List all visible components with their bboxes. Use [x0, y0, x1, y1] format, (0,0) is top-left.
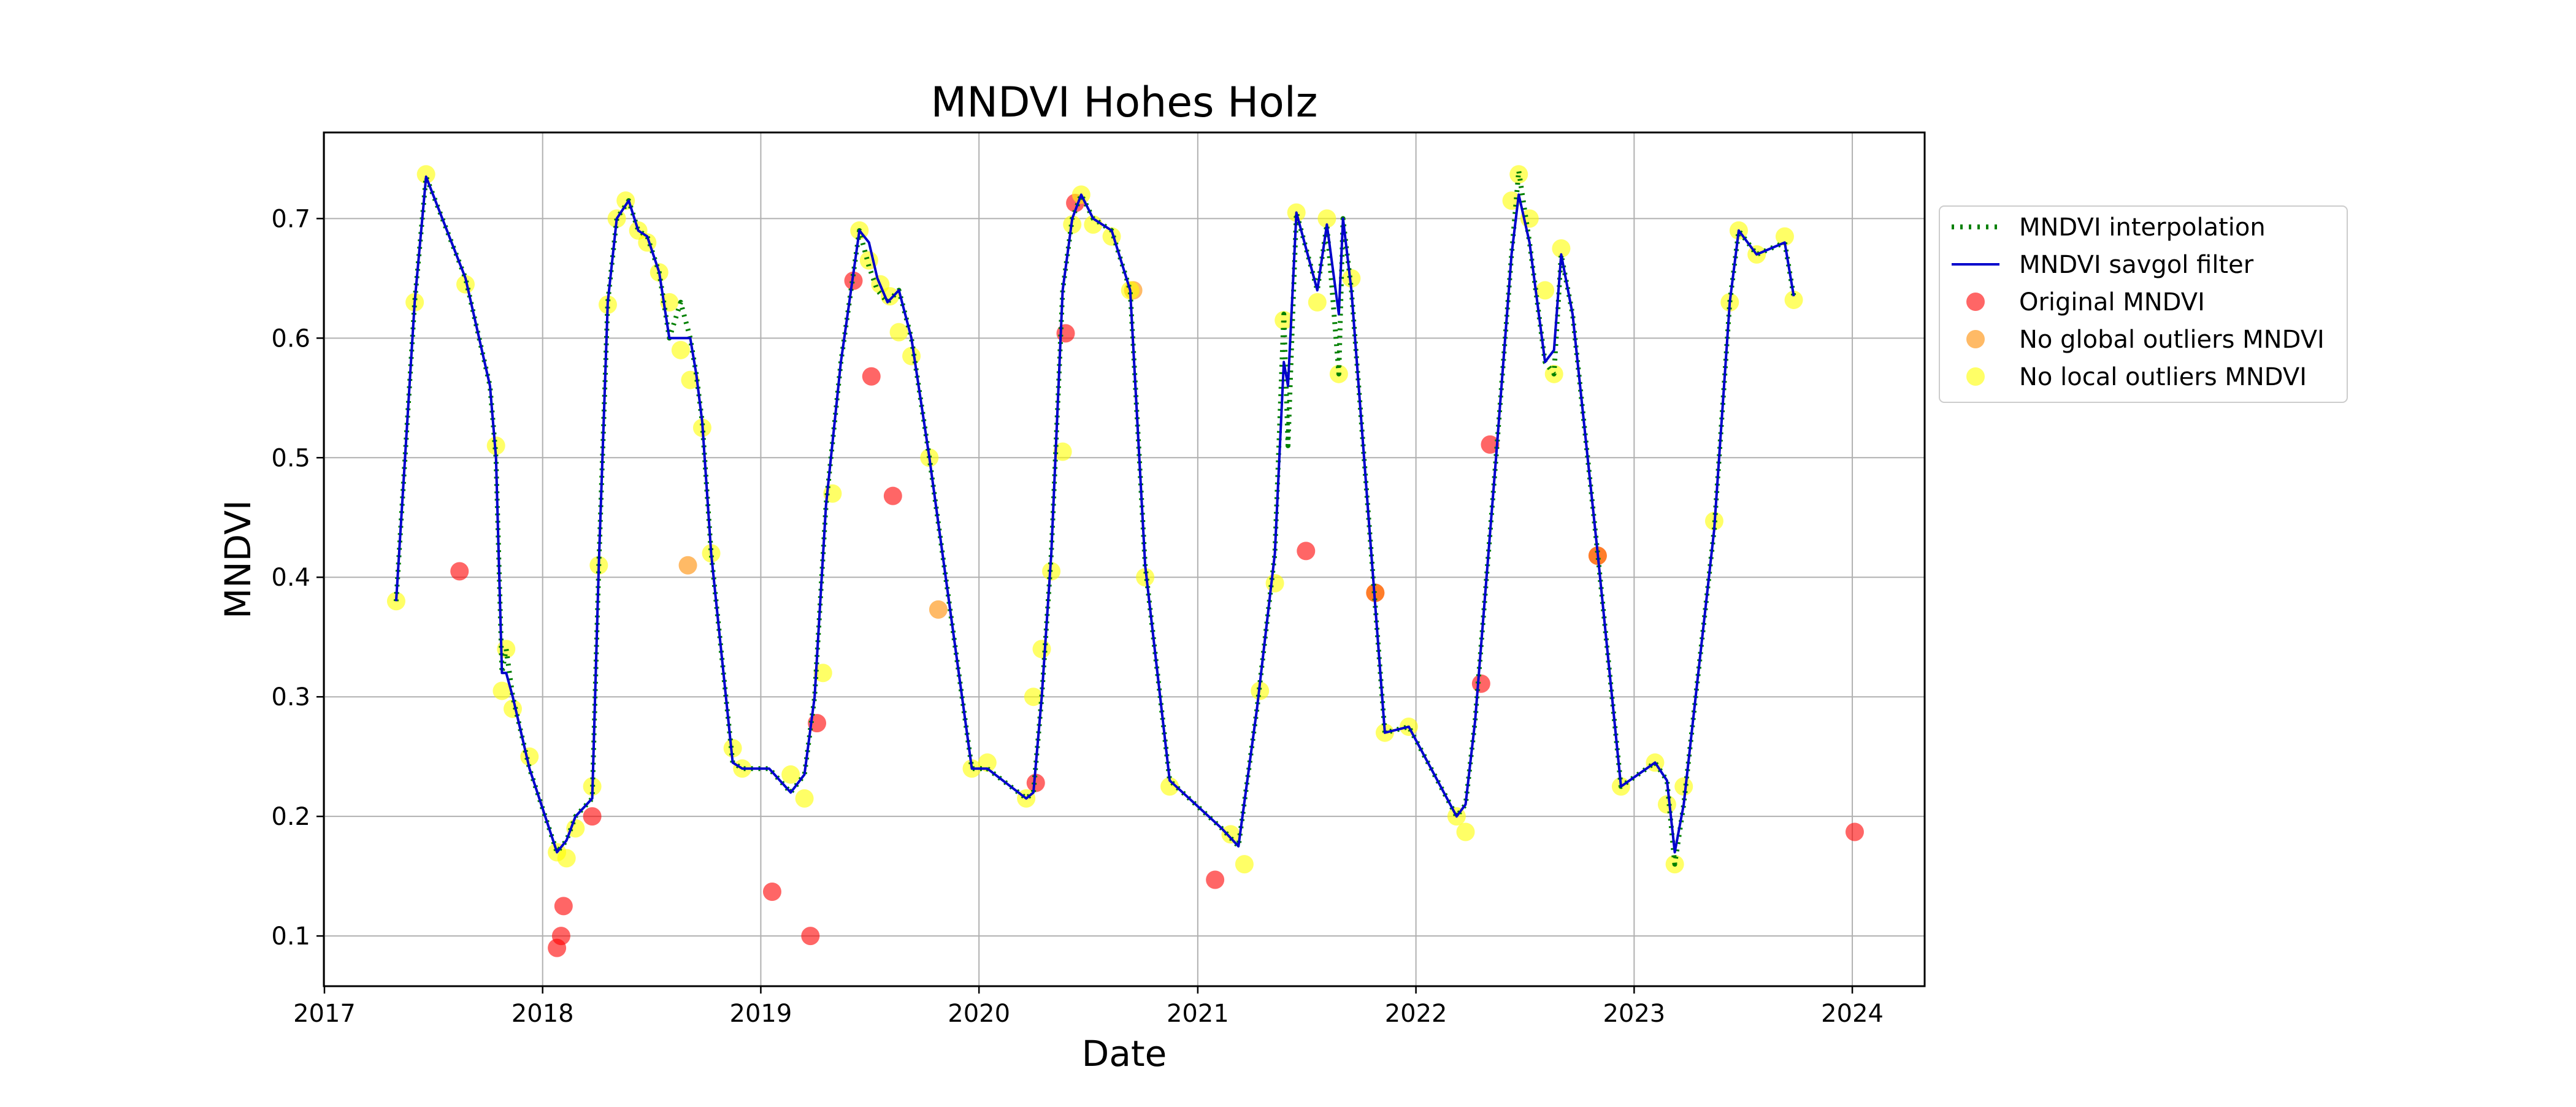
legend: MNDVI interpolation MNDVI savgol filter Or…: [1939, 205, 2348, 403]
no-local-outlier-point: [1265, 573, 1284, 592]
legend-label: MNDVI savgol filter: [2019, 251, 2254, 279]
x-tick-label: 2018: [512, 1000, 574, 1028]
no-local-outlier-point: [1102, 227, 1121, 246]
y-axis-title: MNDVI: [217, 500, 259, 619]
x-axis-title: Date: [1082, 1033, 1167, 1074]
legend-label: Original MNDVI: [2019, 288, 2205, 316]
no-local-outlier-point: [1308, 293, 1327, 312]
no-local-outlier-point: [1084, 215, 1103, 234]
x-tick-label: 2017: [293, 1000, 356, 1028]
no-local-outlier-point: [681, 370, 700, 389]
no-local-outlier-point: [1221, 825, 1240, 844]
original-point: [862, 367, 881, 386]
no-local-outlier-point: [1552, 239, 1571, 258]
x-tick-label: 2022: [1385, 1000, 1447, 1028]
no-local-outlier-point: [1342, 269, 1361, 288]
axis-layer: 2017 2018 2019 2020 2021 2022 2023 2024 0.1 0.2 0.…: [271, 205, 1884, 1028]
legend-box: [1939, 205, 2348, 403]
no-local-outlier-point: [723, 739, 742, 758]
y-tick-label: 0.1: [271, 922, 310, 951]
x-tick-label: 2023: [1603, 1000, 1665, 1028]
legend-swatch-marker: [1966, 293, 1985, 311]
y-tick-label: 0.7: [271, 205, 310, 233]
legend-label: No local outliers MNDVI: [2019, 363, 2307, 391]
no-local-outlier-point: [795, 789, 814, 808]
no-local-outlier-point: [1053, 442, 1072, 461]
y-tick-label: 0.3: [271, 683, 310, 711]
y-tick-label: 0.6: [271, 324, 310, 353]
original-point: [1206, 870, 1225, 889]
original-point: [1845, 822, 1864, 841]
no-local-outlier-point: [386, 592, 405, 611]
no-local-outlier-point: [557, 849, 576, 868]
no-global-outlier-point: [678, 556, 697, 575]
x-tick-label: 2021: [1167, 1000, 1229, 1028]
no-local-outlier-point: [1317, 209, 1336, 228]
original-point: [554, 897, 573, 916]
no-local-outlier-point: [416, 165, 435, 184]
original-point: [762, 882, 781, 901]
no-local-outlier-point: [1509, 165, 1528, 184]
no-local-outlier-point: [1674, 777, 1693, 796]
no-local-outlier-point: [1275, 311, 1294, 330]
no-local-outlier-point: [781, 765, 800, 784]
no-local-outlier-point: [902, 347, 921, 366]
no-local-outlier-point: [813, 664, 832, 683]
original-point: [583, 807, 602, 826]
no-local-outlier-point: [1456, 822, 1475, 841]
no-local-outlier-point: [1136, 568, 1155, 587]
no-local-outlier-point: [1536, 281, 1555, 300]
chart-title: MNDVI Hohes Holz: [931, 79, 1318, 127]
no-local-outlier-point: [1032, 640, 1051, 659]
y-tick-label: 0.2: [271, 803, 310, 831]
no-local-outlier-point: [520, 747, 539, 766]
x-tick-label: 2020: [948, 1000, 1010, 1028]
x-tick-label: 2019: [730, 1000, 792, 1028]
plot-frame: [323, 131, 1926, 987]
original-point: [1056, 324, 1075, 343]
grid-layer: [323, 132, 1925, 986]
original-point: [551, 927, 570, 946]
legend-swatch-marker: [1966, 367, 1985, 386]
no-local-outlier-point: [978, 753, 997, 772]
legend-label: No global outliers MNDVI: [2019, 326, 2325, 354]
no-local-outlier-point: [493, 681, 512, 700]
no-local-outlier-point: [1775, 227, 1794, 246]
original-point: [450, 562, 469, 581]
legend-swatch-marker: [1966, 330, 1985, 348]
no-local-outlier-point: [889, 323, 908, 342]
original-point: [1481, 435, 1500, 454]
no-local-outlier-point: [566, 819, 585, 838]
no-local-outlier-point: [880, 287, 899, 306]
no-global-outlier-point: [929, 600, 948, 619]
no-local-outlier-point: [671, 340, 690, 359]
x-tick-label: 2024: [1821, 1000, 1884, 1028]
no-local-outlier-point: [1235, 855, 1254, 874]
no-local-outlier-point: [1784, 290, 1803, 309]
original-point: [883, 486, 902, 505]
savgol-line: [394, 175, 1795, 854]
no-local-outlier-point: [1024, 688, 1043, 707]
y-tick-label: 0.4: [271, 564, 310, 592]
legend-label: MNDVI interpolation: [2019, 213, 2266, 242]
y-tick-label: 0.5: [271, 444, 310, 472]
original-point: [1297, 542, 1316, 561]
series-layer: [386, 165, 1864, 957]
original-point: [1471, 674, 1490, 693]
original-point: [801, 927, 820, 946]
